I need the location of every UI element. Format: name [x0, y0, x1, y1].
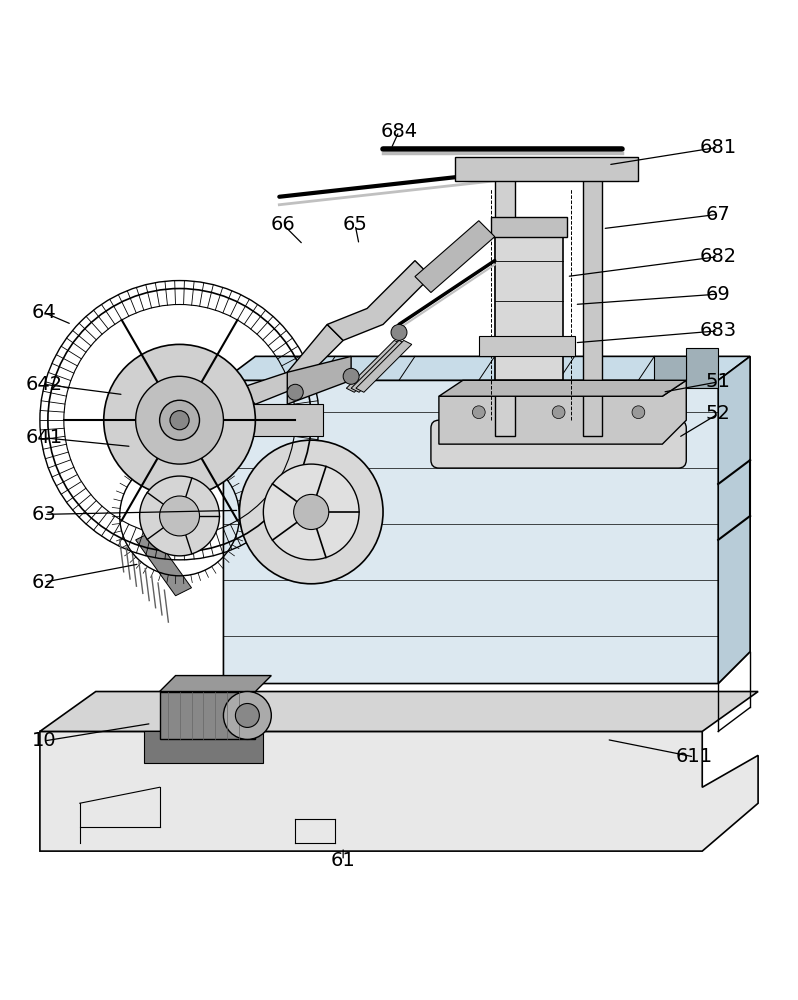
Bar: [654, 356, 686, 380]
Bar: [491, 217, 567, 237]
Text: 51: 51: [705, 372, 731, 391]
Circle shape: [239, 440, 383, 584]
Circle shape: [294, 494, 329, 530]
Polygon shape: [223, 356, 750, 380]
Circle shape: [160, 400, 200, 440]
Polygon shape: [160, 676, 271, 692]
Polygon shape: [351, 340, 407, 392]
Text: 683: 683: [700, 321, 737, 340]
Circle shape: [472, 406, 485, 419]
Polygon shape: [415, 221, 495, 293]
Polygon shape: [223, 380, 750, 684]
Circle shape: [263, 464, 359, 560]
Text: 10: 10: [32, 731, 56, 750]
Bar: [180, 404, 323, 436]
Bar: [495, 221, 563, 380]
Text: 52: 52: [705, 404, 731, 423]
Text: 681: 681: [700, 138, 737, 157]
Text: 641: 641: [26, 428, 62, 447]
Circle shape: [552, 406, 565, 419]
Text: 682: 682: [700, 247, 737, 266]
Text: 69: 69: [705, 285, 731, 304]
Text: 642: 642: [26, 375, 62, 394]
Circle shape: [223, 692, 271, 739]
Text: 67: 67: [705, 205, 731, 224]
Polygon shape: [346, 340, 402, 392]
Text: 61: 61: [330, 851, 356, 870]
Circle shape: [170, 411, 189, 430]
Polygon shape: [439, 380, 686, 444]
Polygon shape: [439, 380, 686, 396]
Bar: [686, 348, 718, 388]
Polygon shape: [356, 340, 412, 392]
Bar: [455, 157, 638, 181]
Polygon shape: [136, 532, 192, 596]
FancyBboxPatch shape: [431, 420, 686, 468]
Circle shape: [140, 476, 219, 556]
Text: 684: 684: [381, 122, 417, 141]
Circle shape: [287, 384, 303, 400]
Text: 62: 62: [31, 573, 57, 592]
Circle shape: [391, 324, 407, 340]
Polygon shape: [160, 692, 255, 739]
Text: 611: 611: [676, 747, 713, 766]
Polygon shape: [327, 261, 431, 340]
Polygon shape: [40, 692, 758, 731]
Circle shape: [632, 406, 645, 419]
Circle shape: [343, 368, 359, 384]
Text: 64: 64: [31, 303, 57, 322]
Text: 66: 66: [271, 215, 296, 234]
Bar: [583, 165, 602, 436]
Bar: [495, 165, 515, 436]
Polygon shape: [718, 356, 750, 684]
Polygon shape: [40, 731, 758, 851]
Bar: [144, 731, 263, 763]
Circle shape: [104, 344, 255, 496]
Circle shape: [235, 703, 259, 727]
Polygon shape: [287, 356, 351, 404]
Circle shape: [160, 496, 200, 536]
Text: 65: 65: [342, 215, 368, 234]
Text: 63: 63: [31, 505, 57, 524]
Polygon shape: [239, 324, 343, 404]
Bar: [479, 336, 575, 356]
Circle shape: [136, 376, 223, 464]
